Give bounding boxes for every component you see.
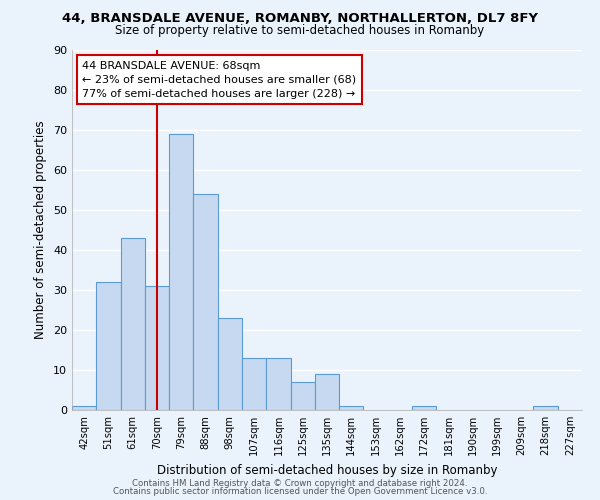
X-axis label: Distribution of semi-detached houses by size in Romanby: Distribution of semi-detached houses by … [157,464,497,476]
Bar [533,406,558,410]
Text: 44 BRANSDALE AVENUE: 68sqm
← 23% of semi-detached houses are smaller (68)
77% of: 44 BRANSDALE AVENUE: 68sqm ← 23% of semi… [82,61,356,99]
Text: Contains public sector information licensed under the Open Government Licence v3: Contains public sector information licen… [113,487,487,496]
Bar [290,382,315,410]
Bar [96,282,121,410]
Bar [412,406,436,410]
Bar [121,238,145,410]
Bar [145,286,169,410]
Bar [339,406,364,410]
Bar [218,318,242,410]
Bar [315,374,339,410]
Text: 44, BRANSDALE AVENUE, ROMANBY, NORTHALLERTON, DL7 8FY: 44, BRANSDALE AVENUE, ROMANBY, NORTHALLE… [62,12,538,26]
Text: Size of property relative to semi-detached houses in Romanby: Size of property relative to semi-detach… [115,24,485,37]
Bar [242,358,266,410]
Bar [266,358,290,410]
Bar [193,194,218,410]
Text: Contains HM Land Registry data © Crown copyright and database right 2024.: Contains HM Land Registry data © Crown c… [132,478,468,488]
Bar [169,134,193,410]
Bar [72,406,96,410]
Y-axis label: Number of semi-detached properties: Number of semi-detached properties [34,120,47,340]
